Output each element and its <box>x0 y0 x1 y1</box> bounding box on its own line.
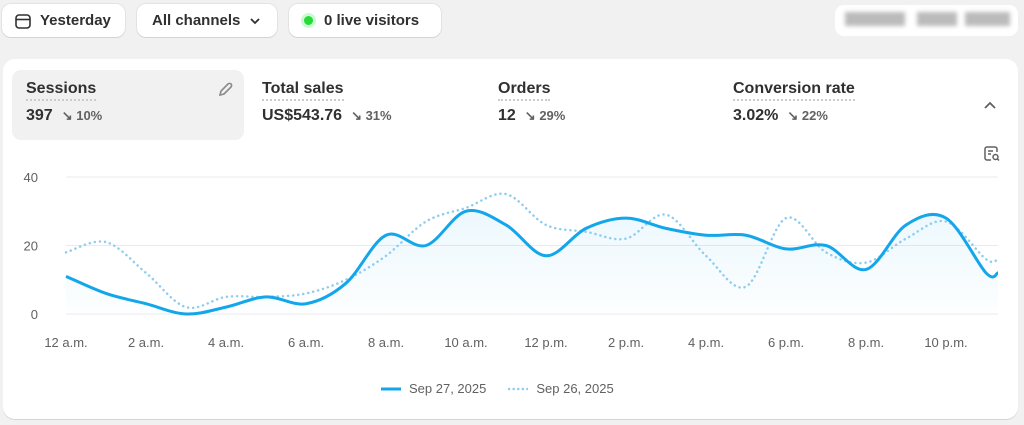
channel-select[interactable]: All channels <box>137 4 277 37</box>
metric-change: ↘ 10% <box>61 108 103 123</box>
x-tick-label: 8 p.m. <box>848 335 884 350</box>
live-status-dot <box>301 13 316 28</box>
x-tick-label: 2 a.m. <box>128 335 164 350</box>
metric-change: ↘ 31% <box>351 108 392 123</box>
area-fill-current <box>66 210 998 315</box>
x-tick-label: 10 a.m. <box>444 335 487 350</box>
metric-value: 12 <box>498 107 516 124</box>
live-visitors-label: 0 live visitors <box>324 12 420 29</box>
metric-change: ↘ 29% <box>524 108 566 123</box>
metric-value: 397 <box>26 107 53 124</box>
pencil-icon[interactable] <box>216 81 234 99</box>
x-tick-label: 8 a.m. <box>368 335 404 350</box>
x-tick-label: 12 a.m. <box>44 335 87 350</box>
live-visitors-button[interactable]: 0 live visitors <box>289 4 441 37</box>
chart-legend: Sep 27, 2025 Sep 26, 2025 <box>381 381 614 396</box>
series-line-current <box>65 209 999 316</box>
metric-sessions[interactable]: Sessions 397 ↘ 10% <box>12 70 244 140</box>
channel-label: All channels <box>152 12 241 29</box>
x-tick-label: 2 p.m. <box>608 335 644 350</box>
metric-value: 3.02% <box>733 107 779 124</box>
series-line-previous <box>64 192 1000 310</box>
date-range-label: Yesterday <box>40 12 111 29</box>
metric-value: US$543.76 <box>262 107 343 124</box>
chevron-down-icon <box>250 17 260 24</box>
metric-orders[interactable]: Orders 12 ↘ 29% <box>484 70 716 140</box>
metric-label: Conversion rate <box>733 80 855 101</box>
metric-conversion-rate[interactable]: Conversion rate 3.02% ↘ 22% <box>719 70 951 140</box>
y-tick-label: 40 <box>24 170 38 185</box>
y-tick-label: 0 <box>31 307 38 322</box>
legend-item-previous[interactable]: Sep 26, 2025 <box>508 381 614 396</box>
x-tick-label: 6 a.m. <box>288 335 324 350</box>
date-range-button[interactable]: Yesterday <box>2 4 125 37</box>
report-search-icon[interactable] <box>982 144 1002 164</box>
x-tick-label: 10 p.m. <box>924 335 967 350</box>
y-tick-label: 20 <box>24 239 38 254</box>
metric-change: ↘ 22% <box>787 108 828 123</box>
chevron-up-icon[interactable] <box>982 98 998 114</box>
x-tick-label: 4 p.m. <box>688 335 724 350</box>
x-tick-label: 12 p.m. <box>524 335 567 350</box>
legend-item-current[interactable]: Sep 27, 2025 <box>381 381 487 396</box>
x-tick-label: 6 p.m. <box>768 335 804 350</box>
calendar-icon <box>15 13 31 29</box>
metric-label: Total sales <box>262 80 344 101</box>
metric-total-sales[interactable]: Total sales US$543.76 ↘ 31% <box>248 70 480 140</box>
redacted-button[interactable] <box>835 5 1018 36</box>
x-tick-label: 4 a.m. <box>208 335 244 350</box>
metric-label: Sessions <box>26 80 97 101</box>
metric-label: Orders <box>498 80 551 101</box>
